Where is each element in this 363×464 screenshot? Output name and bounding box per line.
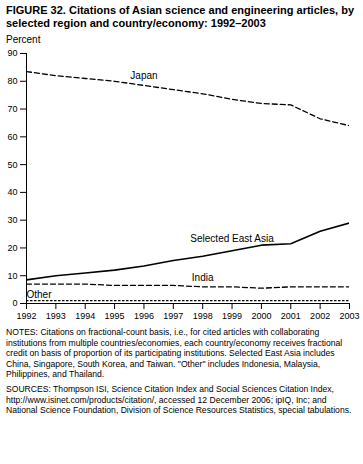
svg-text:30: 30 <box>7 215 17 225</box>
svg-text:1996: 1996 <box>134 311 154 321</box>
svg-text:2002: 2002 <box>310 311 330 321</box>
svg-text:60: 60 <box>7 132 17 142</box>
html-text:SOURCES: Thompson ISI, Science: SOURCES: Thompson ISI, Science Citation … <box>6 384 352 416</box>
svg-text:India: India <box>192 272 214 283</box>
svg-text:1995: 1995 <box>105 311 125 321</box>
svg-text:10: 10 <box>7 271 17 281</box>
svg-text:Other: Other <box>27 289 53 300</box>
svg-text:2000: 2000 <box>251 311 271 321</box>
svg-text:1998: 1998 <box>193 311 213 321</box>
svg-text:1993: 1993 <box>46 311 66 321</box>
svg-text:1997: 1997 <box>163 311 183 321</box>
svg-text:0: 0 <box>12 298 17 308</box>
svg-text:1994: 1994 <box>75 311 95 321</box>
svg-text:1992: 1992 <box>16 311 36 321</box>
svg-text:2001: 2001 <box>281 311 301 321</box>
svg-text:70: 70 <box>7 104 17 114</box>
html-text:NOTES: Citations on fractional: NOTES: Citations on fractional-count bas… <box>6 327 343 380</box>
html-text:FIGURE 32. Citations of Asian: FIGURE 32. Citations of Asian science an… <box>6 4 354 29</box>
svg-text:2003: 2003 <box>339 311 359 321</box>
svg-text:50: 50 <box>7 159 17 169</box>
svg-text:90: 90 <box>7 48 17 58</box>
svg-text:1999: 1999 <box>222 311 242 321</box>
svg-text:Selected East Asia: Selected East Asia <box>190 233 274 244</box>
svg-text:40: 40 <box>7 187 17 197</box>
html-text:Percent: Percent <box>6 34 41 45</box>
svg-text:80: 80 <box>7 76 17 86</box>
svg-text:20: 20 <box>7 243 17 253</box>
svg-text:Japan: Japan <box>130 70 157 81</box>
